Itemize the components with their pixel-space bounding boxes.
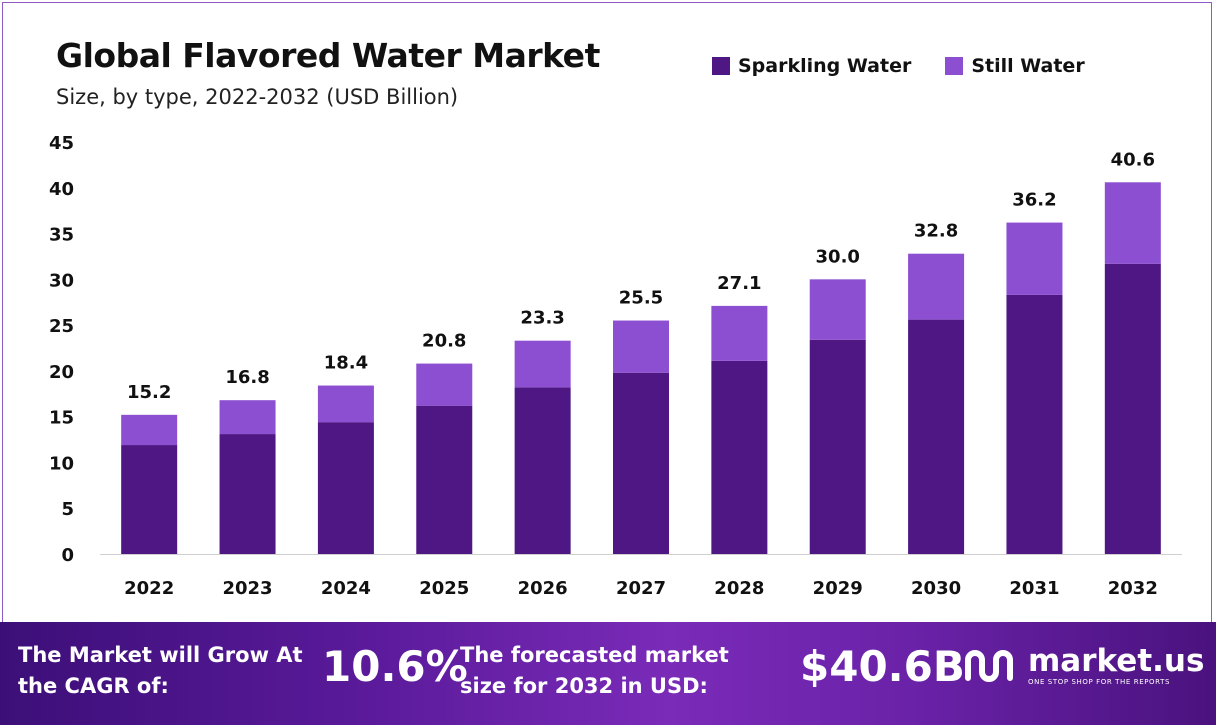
bar-still-water [219,400,276,435]
bar-still-water [908,253,965,320]
total-data-label: 36.2 [1012,190,1056,211]
bar-sparkling-water [711,360,768,554]
forecast-caption: The forecasted market size for 2032 in U… [460,643,729,698]
bar-sparkling-water [809,339,866,554]
bar-still-water [809,279,866,340]
chart-title: Global Flavored Water Market [56,36,600,75]
y-tick-label: 25 [49,316,74,337]
bar-sparkling-water [121,445,178,554]
y-tick-label: 0 [61,545,74,566]
legend-swatch-sparkling-water [712,57,730,75]
total-data-label: 20.8 [422,331,466,352]
x-tick-label: 2024 [321,578,371,599]
legend-label-sparkling-water: Sparkling Water [738,55,912,77]
legend-swatch-still-water [945,57,964,75]
forecast-value: $40.6B [800,642,965,691]
legend-label-still-water: Still Water [971,55,1085,77]
bar-still-water [613,320,669,373]
total-data-label: 23.3 [520,308,564,329]
y-tick-label: 10 [49,453,74,474]
x-tick-label: 2025 [419,578,469,599]
x-tick-label: 2029 [813,578,863,599]
y-tick-label: 5 [61,499,74,520]
cagr-caption: The Market will Grow At the CAGR of: [18,643,303,698]
cagr-value: 10.6% [322,642,468,691]
bar-sparkling-water [514,387,571,554]
brand-mark-icon [965,650,1013,682]
x-tick-label: 2027 [616,578,666,599]
footer-banner: The Market will Grow At the CAGR of: 10.… [0,622,1216,725]
total-data-label: 27.1 [717,273,761,294]
x-tick-label: 2023 [222,578,272,599]
x-tick-label: 2031 [1009,578,1059,599]
legend-item-sparkling-water: Sparkling Water [712,55,911,77]
y-tick-label: 15 [49,408,74,429]
x-tick-label: 2030 [911,578,961,599]
bar-sparkling-water [317,422,374,554]
y-tick-label: 40 [49,179,74,200]
bar-still-water [121,414,178,446]
legend-item-still-water: Still Water [945,55,1085,77]
bar-sparkling-water [613,372,669,554]
y-tick-label: 30 [49,270,74,291]
brand-logo: market.us ONE STOP SHOP FOR THE REPORTS [962,644,1204,688]
brand-tagline: ONE STOP SHOP FOR THE REPORTS [1028,678,1171,686]
bar-still-water [711,305,768,361]
bar-still-water [1104,182,1161,264]
brand-name: market.us [1028,643,1205,679]
x-tick-label: 2032 [1108,578,1158,599]
total-data-label: 25.5 [619,288,663,309]
bar-sparkling-water [1006,294,1063,554]
total-data-label: 30.0 [816,246,860,267]
bar-still-water [1006,222,1063,295]
chart-legend: Sparkling Water Still Water [712,55,1085,77]
bar-still-water [317,385,374,423]
y-tick-label: 45 [49,133,74,154]
y-tick-label: 20 [49,362,74,383]
total-data-label: 40.6 [1111,149,1155,170]
total-data-label: 15.2 [127,382,171,403]
x-tick-label: 2022 [124,578,174,599]
bar-chart: 05101520253035404515.2202216.8202318.420… [49,133,1182,599]
bar-still-water [416,363,473,406]
total-data-label: 18.4 [324,353,368,374]
total-data-label: 16.8 [225,367,269,388]
x-tick-label: 2028 [714,578,764,599]
x-tick-label: 2026 [518,578,568,599]
chart-subtitle: Size, by type, 2022-2032 (USD Billion) [56,85,459,109]
bar-sparkling-water [416,405,473,554]
bar-still-water [514,340,571,388]
total-data-label: 32.8 [914,221,958,242]
bar-sparkling-water [908,319,965,554]
y-tick-label: 35 [49,225,74,246]
bar-sparkling-water [219,434,276,554]
bar-sparkling-water [1104,263,1161,554]
